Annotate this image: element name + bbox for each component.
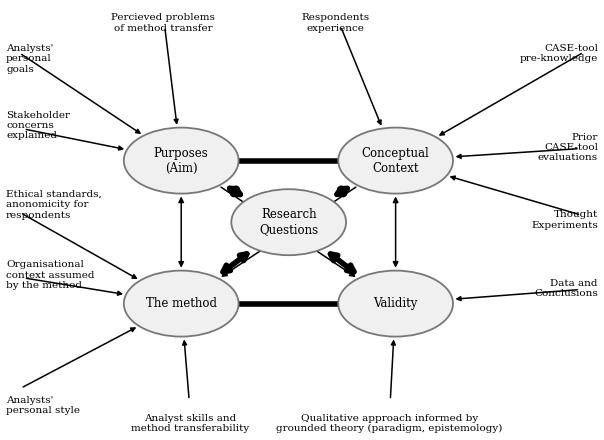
Text: Research
Questions: Research Questions [259, 208, 318, 236]
Text: Organisational
context assumed
by the method: Organisational context assumed by the me… [6, 260, 95, 290]
FancyArrowPatch shape [179, 198, 184, 266]
FancyArrowPatch shape [393, 198, 398, 266]
Text: Prior
CASE-tool
evaluations: Prior CASE-tool evaluations [538, 132, 598, 162]
Text: Thought
Experiments: Thought Experiments [531, 210, 598, 230]
Text: CASE-tool
pre-knowledge: CASE-tool pre-knowledge [519, 44, 598, 63]
FancyArrowPatch shape [223, 254, 247, 272]
Text: Validity: Validity [373, 297, 418, 310]
Text: Data and
Conclusions: Data and Conclusions [534, 279, 598, 298]
Text: Percieved problems
of method transfer: Percieved problems of method transfer [111, 13, 215, 33]
Text: Ethical standards,
anonomicity for
respondents: Ethical standards, anonomicity for respo… [6, 190, 102, 220]
Text: Respondents
experience: Respondents experience [301, 13, 369, 33]
Text: Stakeholder
concerns
explained: Stakeholder concerns explained [6, 110, 70, 140]
FancyArrowPatch shape [221, 187, 355, 276]
Ellipse shape [124, 128, 239, 194]
FancyArrowPatch shape [222, 187, 356, 276]
FancyArrowPatch shape [337, 188, 347, 194]
Ellipse shape [231, 189, 346, 255]
Text: Analyst skills and
method transferability: Analyst skills and method transferabilit… [131, 414, 249, 433]
FancyArrowPatch shape [330, 254, 354, 272]
Ellipse shape [338, 271, 453, 337]
Ellipse shape [124, 271, 239, 337]
Text: The method: The method [146, 297, 217, 310]
FancyArrowPatch shape [230, 188, 240, 194]
Text: Analysts'
personal style: Analysts' personal style [6, 396, 80, 415]
Ellipse shape [338, 128, 453, 194]
Text: Analysts'
personal
goals: Analysts' personal goals [6, 44, 53, 74]
Text: Conceptual
Context: Conceptual Context [362, 147, 429, 175]
Text: Purposes
(Aim): Purposes (Aim) [154, 147, 208, 175]
Text: Qualitative approach informed by
grounded theory (paradigm, epistemology): Qualitative approach informed by grounde… [277, 414, 503, 433]
